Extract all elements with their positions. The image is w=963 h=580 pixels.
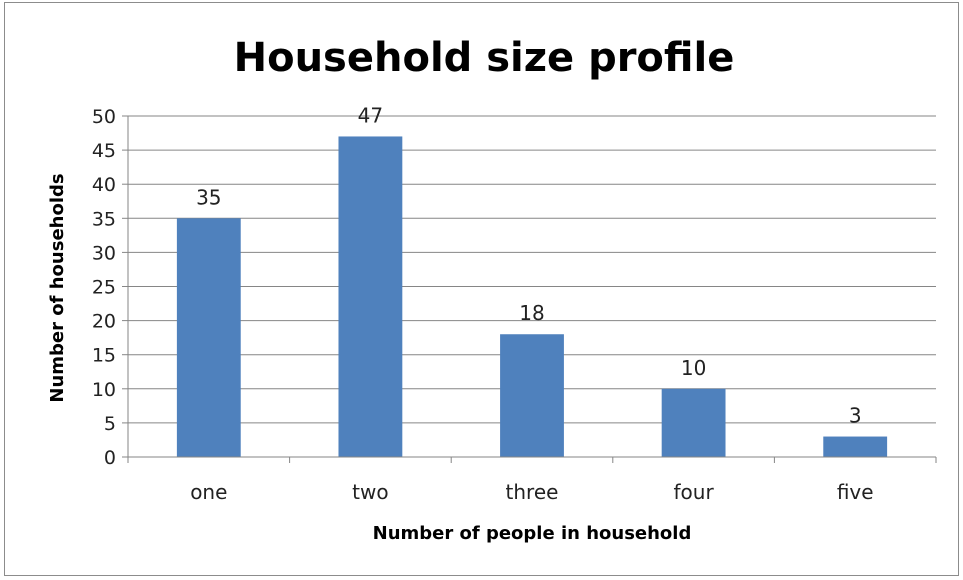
x-tick-label-five: five bbox=[837, 480, 874, 504]
y-axis: 0 5 10 15 20 25 30 35 40 45 50 bbox=[92, 106, 129, 469]
bar-three bbox=[500, 334, 564, 457]
chart-frame bbox=[4, 2, 959, 576]
gridlines bbox=[128, 115, 936, 424]
x-tick-label-three: three bbox=[506, 480, 559, 504]
x-axis: one two three four five bbox=[127, 456, 937, 504]
y-axis-title: Number of households bbox=[47, 173, 68, 402]
y-tick-label: 45 bbox=[92, 140, 116, 162]
y-tick-label: 10 bbox=[92, 379, 116, 401]
y-tick-label: 15 bbox=[92, 345, 116, 367]
data-label-four: 10 bbox=[681, 356, 706, 380]
bar-two bbox=[338, 136, 403, 457]
data-label-five: 3 bbox=[849, 404, 862, 428]
y-tick-label: 40 bbox=[92, 174, 116, 196]
data-label-two: 47 bbox=[358, 103, 383, 127]
y-tick-label: 30 bbox=[92, 242, 116, 264]
y-tick-label: 35 bbox=[92, 208, 116, 230]
y-tick-label: 20 bbox=[92, 311, 116, 333]
data-label-three: 18 bbox=[519, 301, 544, 325]
bar-one bbox=[176, 218, 241, 457]
x-tick-label-two: two bbox=[352, 480, 388, 504]
bar-four bbox=[661, 388, 726, 457]
chart-title: Household size profile bbox=[234, 35, 735, 81]
x-tick-label-one: one bbox=[190, 480, 227, 504]
bar-five bbox=[823, 436, 888, 457]
x-tick-label-four: four bbox=[674, 480, 715, 504]
y-tick-label: 0 bbox=[104, 447, 116, 469]
data-label-one: 35 bbox=[196, 185, 221, 209]
x-axis-title: Number of people in household bbox=[373, 523, 692, 544]
y-tick-label: 50 bbox=[92, 106, 116, 128]
y-tick-label: 5 bbox=[104, 413, 116, 435]
bars: 35 47 18 10 3 bbox=[176, 103, 888, 457]
y-tick-label: 25 bbox=[92, 277, 116, 299]
